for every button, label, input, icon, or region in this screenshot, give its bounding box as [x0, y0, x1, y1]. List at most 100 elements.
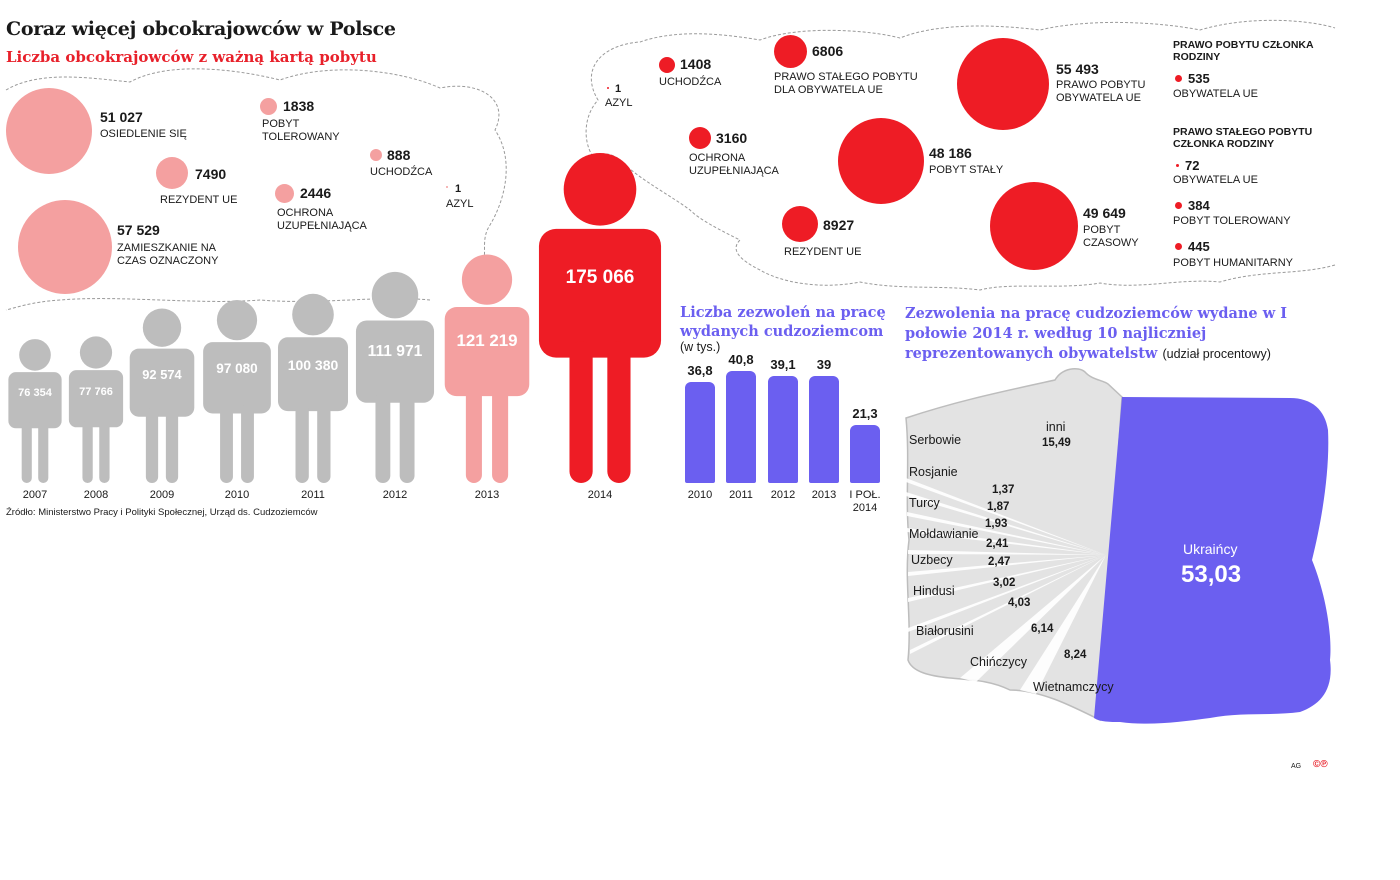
pie-separator-7 — [908, 555, 1106, 632]
pie-separator-2 — [907, 512, 1106, 555]
person-leg — [569, 341, 593, 483]
map-label-4: Turcy — [909, 496, 940, 510]
label-family-535: OBYWATELA UE — [1173, 88, 1258, 100]
map-label-5: Mołdawianie — [909, 527, 979, 541]
circle-2014-pobyt-staly — [838, 118, 924, 204]
person-body — [355, 320, 435, 403]
person-leg — [317, 401, 331, 483]
label-2013-osiedlenie: OSIEDLENIE SIĘ — [100, 128, 187, 140]
circle-2014-ochrona — [689, 127, 711, 149]
label-2014-pobyt-staly: POBYT STAŁY — [929, 164, 1004, 176]
value-2013-tolerowany: 1838 — [283, 98, 315, 114]
person-leg — [375, 392, 391, 483]
cloud-2014-outline — [585, 19, 1336, 291]
label-2013-uchodzca: UCHODŹCA — [370, 166, 433, 178]
person-body — [277, 337, 349, 412]
map-value-4: 1,93 — [985, 518, 1008, 530]
person-leg — [465, 384, 482, 483]
label-2014-prawo-pobytu-ue: PRAWO POBYTU OBYWATELA UE — [1056, 79, 1146, 104]
label-2013-azyl: AZYL — [446, 198, 474, 210]
person-bar-2009 — [129, 308, 195, 483]
person-bar-2013 — [444, 254, 530, 483]
page-subtitle: Liczba obcokrajowców z ważną kartą pobyt… — [6, 48, 377, 66]
person-leg — [295, 401, 309, 483]
circle-family-535 — [1175, 75, 1182, 82]
value-2013-ochrona: 2446 — [300, 185, 332, 201]
value-2013-zamieszkanie: 57 529 — [117, 222, 160, 238]
circle-2013-tolerowany — [260, 98, 277, 115]
person-head — [216, 300, 258, 341]
value-2014-prawo-pobytu-ue: 55 493 — [1056, 61, 1099, 77]
pie-separator-9 — [960, 555, 1106, 682]
person-bar-2007 — [8, 339, 62, 483]
person-body — [129, 348, 195, 417]
person-leg — [492, 384, 509, 483]
pie-separator-10 — [1020, 555, 1106, 694]
person-body — [203, 342, 271, 414]
person-head — [79, 336, 113, 369]
map-ukraincy-region — [1094, 397, 1331, 724]
map-label-1: inni — [1046, 420, 1066, 434]
person-value-2010: 97 080 — [216, 361, 258, 377]
circle-family-72 — [1176, 164, 1179, 167]
permit-value-1: 40,8 — [728, 352, 754, 367]
value-2014-pobyt-czasowy: 49 649 — [1083, 205, 1126, 221]
pie-rays — [906, 478, 1106, 694]
permit-bar-0 — [685, 381, 715, 483]
value-2013-azyl: 1 — [455, 183, 462, 195]
person-leg — [82, 419, 93, 483]
label-2014-pobyt-czasowy: POBYT CZASOWY — [1083, 224, 1139, 249]
ukraincy-label: Ukraińcy — [1183, 541, 1238, 557]
person-value-2013: 121 219 — [456, 331, 518, 351]
person-bar-2010 — [203, 300, 271, 483]
person-leg — [145, 407, 159, 483]
map-label-3: Rosjanie — [909, 465, 958, 479]
family-heading-1: PRAWO POBYTU CZŁONKA RODZINY — [1173, 39, 1314, 63]
circle-2013-osiedlenie — [6, 88, 92, 174]
permit-year-1: 2011 — [729, 489, 753, 501]
person-value-2007: 76 354 — [18, 387, 52, 400]
value-2013-osiedlenie: 51 027 — [100, 109, 143, 125]
value-2014-pobyt-staly: 48 186 — [929, 145, 972, 161]
person-value-2009: 92 574 — [142, 367, 182, 383]
permit-year-4: I POŁ. 2014 — [849, 489, 881, 514]
person-leg — [99, 419, 110, 483]
value-2014-azyl: 1 — [615, 83, 622, 95]
permit-bar-2 — [768, 375, 798, 483]
pie-separator-3 — [907, 528, 1106, 555]
person-head — [19, 339, 51, 371]
circle-2013-zamieszkanie — [18, 200, 112, 294]
person-bar-2008 — [68, 336, 124, 483]
map-label-7: Hindusi — [913, 584, 955, 598]
person-value-2014: 175 066 — [565, 266, 635, 288]
person-body — [8, 372, 62, 429]
permit-year-0: 2010 — [687, 489, 713, 501]
map-value-7: 3,02 — [993, 577, 1016, 589]
label-family-445: POBYT HUMANITARNY — [1173, 257, 1293, 269]
permit-value-4: 21,3 — [852, 405, 878, 421]
map-value-1: 15,49 — [1042, 437, 1071, 449]
label-2013-rezydent: REZYDENT UE — [160, 194, 238, 206]
map-label-2: Serbowie — [909, 433, 962, 447]
person-head — [142, 308, 182, 347]
circle-family-445 — [1175, 243, 1182, 250]
label-family-72: OBYWATELA UE — [1173, 174, 1258, 186]
map-value-3: 1,87 — [987, 501, 1010, 513]
person-year-2014: 2014 — [587, 489, 613, 501]
pie-separator-5 — [908, 555, 1106, 576]
permit-value-2: 39,1 — [770, 356, 796, 372]
person-bar-2011 — [277, 293, 349, 483]
person-head — [563, 153, 637, 226]
value-2014-rezydent: 8927 — [823, 217, 855, 233]
person-year-2007: 2007 — [22, 489, 48, 501]
circle-2014-azyl — [607, 87, 609, 89]
value-family-445: 445 — [1188, 239, 1210, 254]
circle-2013-rezydent — [156, 157, 188, 189]
family-heading-2: PRAWO STAŁEGO POBYTU CZŁONKA RODZINY — [1173, 126, 1313, 150]
permits-chart-unit: (w tys.) — [680, 340, 721, 354]
map-chart-title: Zezwolenia na pracę cudzoziemców wydane … — [905, 305, 1288, 362]
permits-bar-chart: 36,8 2010 40,8 2011 39,1 2012 39 2013 21,3 I POŁ.… — [0, 0, 900, 520]
map-value-8: 4,03 — [1008, 597, 1031, 609]
person-leg — [165, 407, 179, 483]
